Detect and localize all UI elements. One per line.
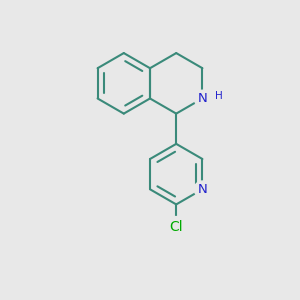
Circle shape: [166, 217, 187, 238]
Circle shape: [194, 181, 211, 197]
Text: H: H: [215, 92, 223, 101]
Circle shape: [194, 90, 211, 107]
Text: N: N: [198, 92, 207, 105]
Text: Cl: Cl: [169, 220, 183, 234]
Text: N: N: [198, 183, 207, 196]
